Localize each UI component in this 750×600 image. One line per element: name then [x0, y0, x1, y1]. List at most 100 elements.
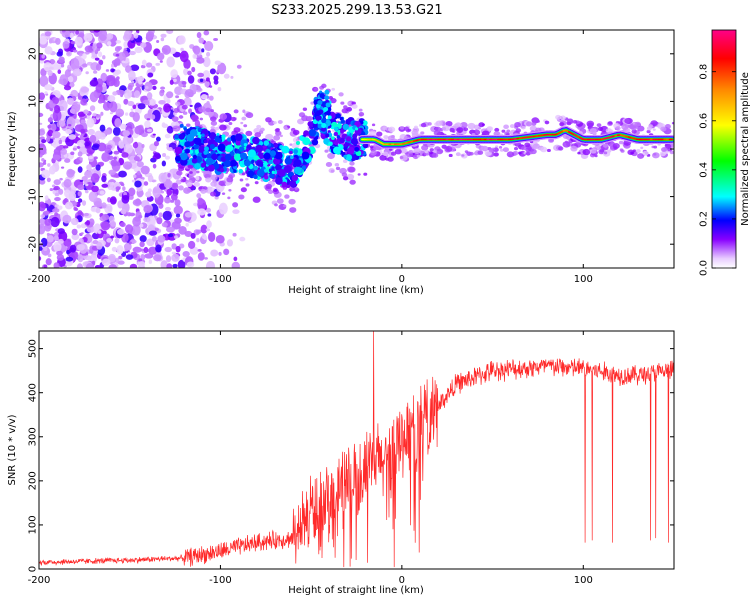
heatmap-noise-blob — [74, 207, 79, 211]
heatmap-ridge-blob — [174, 134, 180, 140]
heatmap-ytick-label: 10 — [28, 95, 39, 108]
heatmap-noise-blob — [74, 36, 83, 46]
heatmap-noise-blob — [42, 210, 50, 216]
heatmap-noise-blob — [94, 264, 102, 268]
heatmap-spur-blob — [319, 93, 325, 99]
heatmap-noise-blob — [164, 246, 172, 253]
heatmap-noise-blob — [107, 41, 112, 46]
heatmap-halo-blob — [205, 177, 212, 183]
heatmap-noise-blob — [39, 223, 46, 235]
heatmap-noise-blob — [132, 104, 137, 110]
heatmap-noise-blob — [86, 118, 95, 128]
heatmap-noise-blob — [147, 174, 154, 183]
heatmap-noise-blob — [115, 53, 120, 57]
heatmap-halo-blob — [252, 196, 261, 203]
heatmap-halo-blob — [596, 123, 602, 128]
heatmap-halo-blob — [233, 127, 241, 133]
heatmap-halo-blob — [665, 143, 672, 149]
heatmap-noise-blob — [186, 261, 195, 268]
heatmap-noise-blob — [44, 223, 52, 232]
heatmap-halo-blob — [228, 188, 232, 192]
heatmap-noise-blob — [152, 179, 157, 183]
heatmap-noise-blob — [63, 178, 72, 188]
heatmap-halo-blob — [185, 123, 191, 127]
heatmap-noise-blob — [53, 179, 61, 186]
heatmap-halo-blob — [283, 126, 288, 130]
heatmap-noise-blob — [89, 79, 99, 87]
heatmap-noise-blob — [94, 49, 99, 55]
heatmap-noise-blob — [101, 183, 109, 188]
heatmap-noise-blob — [106, 76, 116, 87]
heatmap-noise-blob — [174, 235, 178, 239]
heatmap-noise-blob — [230, 75, 234, 79]
heatmap-ridge-blob — [203, 139, 208, 144]
heatmap-noise-blob — [166, 56, 175, 68]
heatmap-ridge-blob — [340, 129, 345, 134]
heatmap-noise-blob — [144, 113, 152, 120]
heatmap-halo-blob — [243, 124, 248, 128]
heatmap-halo-blob — [598, 149, 605, 155]
heatmap-halo-blob — [219, 124, 227, 131]
heatmap-noise-blob — [76, 133, 80, 136]
heatmap-halo-blob — [200, 189, 207, 194]
heatmap-noise-blob — [41, 158, 45, 162]
heatmap-halo-blob — [620, 149, 625, 153]
heatmap-noise-blob — [57, 69, 62, 75]
heatmap-noise-blob — [144, 85, 149, 90]
heatmap-noise-blob — [187, 70, 192, 76]
heatmap-noise-blob — [47, 124, 52, 129]
heatmap-ridge-blob — [362, 120, 368, 126]
heatmap-spur-blob — [313, 99, 319, 105]
heatmap-halo-blob — [239, 178, 244, 182]
heatmap-noise-blob — [112, 126, 121, 136]
heatmap-noise-blob — [175, 95, 180, 99]
heatmap-noise-blob — [80, 232, 84, 235]
heatmap-halo-blob — [340, 101, 345, 105]
heatmap-ridge-blob — [193, 144, 200, 150]
heatmap-halo-blob — [603, 151, 608, 155]
heatmap-noise-blob — [39, 92, 46, 100]
heatmap-ridge-blob — [179, 123, 184, 128]
heatmap-noise-blob — [88, 155, 94, 160]
heatmap-ridge-blob — [226, 137, 232, 142]
heatmap-halo-blob — [659, 151, 666, 157]
heatmap-halo-blob — [488, 148, 494, 153]
heatmap-noise-blob — [67, 123, 72, 127]
heatmap-noise-blob — [140, 165, 150, 175]
heatmap-noise-blob — [118, 170, 127, 178]
heatmap-halo-blob — [274, 128, 280, 133]
heatmap-ridge-blob — [291, 174, 299, 182]
heatmap-ridge-blob — [289, 150, 293, 155]
heatmap-noise-blob — [80, 98, 87, 106]
heatmap-noise-blob — [158, 212, 163, 218]
heatmap-noise-blob — [118, 255, 123, 260]
heatmap-halo-blob — [566, 121, 572, 126]
heatmap-halo-blob — [605, 128, 612, 134]
heatmap-noise-blob — [56, 254, 65, 261]
heatmap-noise-blob — [163, 103, 171, 113]
heatmap-noise-blob — [159, 89, 165, 97]
heatmap-noise-blob — [108, 253, 116, 263]
heatmap-ridge-blob — [333, 126, 339, 132]
heatmap-noise-blob — [50, 216, 60, 228]
heatmap-noise-blob — [112, 91, 118, 96]
heatmap-noise-blob — [44, 84, 53, 91]
heatmap-noise-blob — [80, 86, 90, 93]
heatmap-noise-blob — [160, 190, 164, 194]
heatmap-noise-blob — [46, 232, 50, 237]
heatmap-spur-blob — [315, 110, 321, 116]
heatmap-noise-blob — [77, 184, 85, 191]
heatmap-noise-blob — [157, 52, 165, 61]
heatmap-noise-blob — [110, 235, 114, 239]
heatmap-halo-blob — [582, 148, 591, 156]
heatmap-noise-blob — [125, 112, 129, 116]
heatmap-ridge-blob — [289, 180, 297, 187]
heatmap-halo-blob — [399, 126, 405, 130]
heatmap-halo-blob — [525, 121, 533, 127]
heatmap-halo-blob — [241, 172, 246, 176]
heatmap-halo-blob — [188, 173, 194, 179]
heatmap-noise-blob — [54, 212, 59, 217]
heatmap-noise-blob — [143, 205, 153, 214]
heatmap-noise-blob — [54, 192, 60, 197]
heatmap-noise-blob — [76, 224, 82, 229]
